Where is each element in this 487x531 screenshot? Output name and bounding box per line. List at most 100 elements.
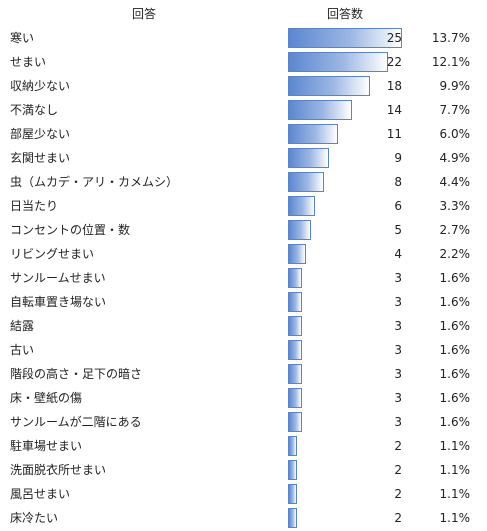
percentage-label: 4.9% — [439, 151, 471, 165]
percentage-label: 3.3% — [439, 199, 471, 213]
percentage-label: 1.6% — [439, 367, 471, 381]
percentage-label: 13.7% — [431, 31, 470, 45]
value-label: 6 — [394, 199, 402, 213]
chart-row: 床冷たい 2 1.1% — [0, 506, 487, 530]
value-label: 14 — [386, 103, 402, 117]
value-label: 3 — [394, 319, 402, 333]
bar — [288, 76, 370, 96]
percentage-label: 7.7% — [439, 103, 471, 117]
category-label: 古い — [10, 343, 35, 357]
value-label: 3 — [394, 343, 402, 357]
chart-row: 床・壁紙の傷 3 1.6% — [0, 386, 487, 410]
percentage-label: 1.1% — [439, 439, 471, 453]
chart-row: 玄関せまい 9 4.9% — [0, 146, 487, 170]
value-label: 8 — [394, 175, 402, 189]
category-label: 寒い — [10, 31, 35, 45]
value-label: 3 — [394, 295, 402, 309]
column-header-count: 回答数 — [326, 7, 363, 21]
chart-row: コンセントの位置・数 5 2.7% — [0, 218, 487, 242]
category-label: リビングせまい — [10, 247, 95, 261]
chart-row: サンルームせまい 3 1.6% — [0, 266, 487, 290]
bar — [288, 340, 302, 360]
bar — [288, 484, 297, 504]
chart-row: 階段の高さ・足下の暗さ 3 1.6% — [0, 362, 487, 386]
category-label: 洗面脱衣所せまい — [10, 463, 107, 477]
bar — [288, 292, 302, 312]
category-label: 床・壁紙の傷 — [10, 391, 83, 405]
bar — [288, 148, 329, 168]
chart-row: 古い 3 1.6% — [0, 338, 487, 362]
bar — [288, 436, 297, 456]
value-label: 3 — [394, 271, 402, 285]
category-label: 日当たり — [10, 199, 59, 213]
chart-row: 洗面脱衣所せまい 2 1.1% — [0, 458, 487, 482]
bar — [288, 508, 297, 528]
chart-row: 部屋少ない 11 6.0% — [0, 122, 487, 146]
category-label: 床冷たい — [10, 511, 59, 525]
value-label: 2 — [394, 487, 402, 501]
value-label: 11 — [386, 127, 402, 141]
value-label: 5 — [394, 223, 402, 237]
chart-row: 収納少ない 18 9.9% — [0, 74, 487, 98]
percentage-label: 12.1% — [431, 55, 470, 69]
chart-row: 風呂せまい 2 1.1% — [0, 482, 487, 506]
category-label: サンルームが二階にある — [10, 415, 142, 429]
percentage-label: 1.6% — [439, 343, 471, 357]
chart-row: サンルームが二階にある 3 1.6% — [0, 410, 487, 434]
value-label: 2 — [394, 511, 402, 525]
bar — [288, 244, 306, 264]
chart-row: 駐車場せまい 2 1.1% — [0, 434, 487, 458]
bar — [288, 268, 302, 288]
percentage-label: 9.9% — [439, 79, 471, 93]
chart-row: 不満なし 14 7.7% — [0, 98, 487, 122]
category-label: サンルームせまい — [10, 271, 106, 285]
chart-row: 虫（ムカデ・アリ・カメムシ） 8 4.4% — [0, 170, 487, 194]
chart-row: 寒い 25 13.7% — [0, 26, 487, 50]
category-label: 虫（ムカデ・アリ・カメムシ） — [10, 175, 179, 189]
column-header-answer: 回答 — [131, 7, 156, 21]
bar — [288, 412, 302, 432]
percentage-label: 1.1% — [439, 511, 471, 525]
bar-chart: 寒い 25 13.7% せまい 22 12.1% 収納少ない 18 9.9% 不満なし 14 7.7%… — [0, 26, 487, 530]
value-label: 3 — [394, 367, 402, 381]
chart-row: 結露 3 1.6% — [0, 314, 487, 338]
category-label: 玄関せまい — [10, 151, 71, 165]
value-label: 2 — [394, 439, 402, 453]
chart-row: 日当たり 6 3.3% — [0, 194, 487, 218]
percentage-label: 1.6% — [439, 271, 471, 285]
value-label: 25 — [386, 31, 402, 45]
category-label: 結露 — [10, 319, 35, 333]
value-label: 2 — [394, 463, 402, 477]
bar — [288, 124, 338, 144]
bar — [288, 220, 311, 240]
bar — [288, 388, 302, 408]
category-label: 階段の高さ・足下の暗さ — [10, 367, 143, 381]
percentage-label: 1.6% — [439, 391, 471, 405]
category-label: 不満なし — [10, 103, 59, 117]
bar — [288, 196, 315, 216]
category-label: 風呂せまい — [10, 487, 71, 501]
value-label: 9 — [394, 151, 402, 165]
category-label: 駐車場せまい — [10, 439, 83, 453]
category-label: コンセントの位置・数 — [10, 223, 131, 237]
chart-row: せまい 22 12.1% — [0, 50, 487, 74]
bar — [288, 52, 388, 72]
percentage-label: 2.7% — [439, 223, 471, 237]
category-label: 自転車置き場ない — [10, 295, 107, 309]
category-label: 部屋少ない — [10, 127, 71, 141]
category-label: せまい — [10, 55, 47, 69]
percentage-label: 2.2% — [439, 247, 471, 261]
bar — [288, 100, 352, 120]
percentage-label: 4.4% — [439, 175, 471, 189]
percentage-label: 1.6% — [439, 295, 471, 309]
bar — [288, 364, 302, 384]
chart-row: リビングせまい 4 2.2% — [0, 242, 487, 266]
value-label: 3 — [394, 415, 402, 429]
category-label: 収納少ない — [10, 79, 71, 93]
percentage-label: 1.6% — [439, 319, 471, 333]
chart-row: 自転車置き場ない 3 1.6% — [0, 290, 487, 314]
bar — [288, 172, 324, 192]
bar — [288, 28, 402, 48]
percentage-label: 1.1% — [439, 463, 471, 477]
percentage-label: 1.6% — [439, 415, 471, 429]
